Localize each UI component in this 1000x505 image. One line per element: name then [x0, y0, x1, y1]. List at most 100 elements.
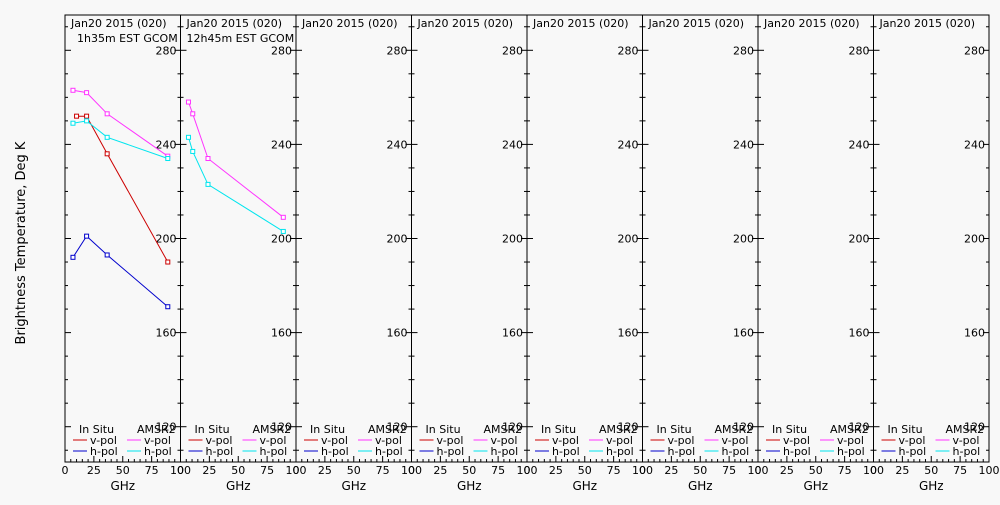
legend-amsr2-label: v-pol: [491, 434, 518, 447]
y-tick-label: 240: [156, 138, 177, 151]
legend-amsr2-label: v-pol: [375, 434, 402, 447]
data-point: [185, 99, 191, 105]
x-tick-label: 0: [524, 464, 531, 477]
y-tick-label: 200: [271, 233, 292, 246]
x-tick-label: 100: [632, 464, 653, 477]
series-line: [76, 115, 169, 263]
legend-insitu-label: h-pol: [437, 445, 465, 458]
y-tick-label: 120: [502, 421, 523, 434]
x-axis-title: GHz: [457, 479, 482, 493]
data-point: [280, 228, 286, 234]
y-tick-label: 280: [156, 44, 177, 57]
y-tick-label: 280: [618, 44, 639, 57]
panel-8: Jan20 2015 (020) 120 160 200 240 280 0 25 50 75 10…: [870, 14, 1000, 493]
data-point: [104, 151, 110, 157]
y-tick-label: 240: [502, 138, 523, 151]
panel-title: Jan20 2015 (020): [763, 17, 860, 30]
x-tick-label: 25: [780, 464, 794, 477]
y-tick-label: 240: [849, 138, 870, 151]
x-tick-label: 75: [607, 464, 621, 477]
y-tick-label: 200: [618, 233, 639, 246]
legend-amsr2-label: v-pol: [837, 434, 864, 447]
y-tick-label: 160: [964, 327, 985, 340]
x-tick-label: 0: [177, 464, 184, 477]
y-tick-label: 120: [849, 421, 870, 434]
y-tick-label: 240: [964, 138, 985, 151]
y-tick-label: 200: [849, 233, 870, 246]
legend-amsr2-label: h-pol: [722, 445, 750, 458]
x-tick-label: 75: [722, 464, 736, 477]
data-point: [165, 304, 171, 310]
y-tick-label: 120: [156, 421, 177, 434]
data-point: [84, 90, 90, 96]
data-point: [84, 233, 90, 239]
legend-amsr2-label: h-pol: [144, 445, 172, 458]
legend-insitu-header: In Situ: [426, 423, 461, 436]
x-tick-label: 75: [838, 464, 852, 477]
legend-amsr2-label: h-pol: [606, 445, 634, 458]
y-tick-label: 120: [387, 421, 408, 434]
x-tick-label: 75: [491, 464, 505, 477]
x-tick-label: 75: [260, 464, 274, 477]
y-tick-label: 120: [618, 421, 639, 434]
legend-insitu-header: In Situ: [657, 423, 692, 436]
panel-1: Jan20 2015 (020) 1h35m EST GCOM 120 160 200 2…: [62, 14, 191, 493]
y-tick-label: 280: [964, 44, 985, 57]
x-tick-label: 25: [664, 464, 678, 477]
legend-amsr2-label: h-pol: [953, 445, 981, 458]
legend-insitu-label: v-pol: [552, 434, 579, 447]
x-axis-title: GHz: [110, 479, 135, 493]
legend-insitu-label: h-pol: [783, 445, 811, 458]
data-point: [185, 134, 191, 140]
x-axis-title: GHz: [341, 479, 366, 493]
data-point: [280, 214, 286, 220]
data-point: [165, 156, 171, 162]
x-tick-label: 0: [755, 464, 762, 477]
y-tick-label: 280: [502, 44, 523, 57]
x-tick-label: 100: [748, 464, 769, 477]
legend-amsr2-label: v-pol: [260, 434, 287, 447]
panel-subtitle: 12h45m EST GCOM: [187, 32, 295, 45]
data-point: [104, 111, 110, 117]
legend-insitu-label: h-pol: [206, 445, 234, 458]
y-tick-label: 240: [733, 138, 754, 151]
x-axis-title: GHz: [803, 479, 828, 493]
y-tick-label: 240: [271, 138, 292, 151]
x-tick-label: 25: [895, 464, 909, 477]
legend-insitu-label: h-pol: [668, 445, 696, 458]
y-tick-label: 200: [733, 233, 754, 246]
x-tick-label: 25: [87, 464, 101, 477]
x-tick-label: 50: [231, 464, 245, 477]
x-tick-label: 50: [578, 464, 592, 477]
x-axis-title: GHz: [919, 479, 944, 493]
x-axis-title: GHz: [226, 479, 251, 493]
x-tick-label: 100: [863, 464, 884, 477]
y-tick-label: 200: [156, 233, 177, 246]
y-tick-label: 160: [849, 327, 870, 340]
legend-amsr2-label: h-pol: [260, 445, 288, 458]
data-point: [104, 134, 110, 140]
y-tick-label: 160: [387, 327, 408, 340]
x-tick-label: 25: [318, 464, 332, 477]
legend-amsr2-header: AMSR2: [830, 423, 869, 436]
x-tick-label: 25: [433, 464, 447, 477]
panel-3: Jan20 2015 (020) 120 160 200 240 280 0 25 50 75 10…: [293, 14, 422, 493]
legend-amsr2-header: AMSR2: [599, 423, 638, 436]
legend-insitu-label: h-pol: [899, 445, 927, 458]
y-tick-label: 160: [502, 327, 523, 340]
data-point: [205, 181, 211, 187]
legend-amsr2-header: AMSR2: [137, 423, 176, 436]
panel-title: Jan20 2015 (020): [301, 17, 398, 30]
x-tick-label: 50: [809, 464, 823, 477]
x-tick-label: 75: [376, 464, 390, 477]
y-tick-label: 120: [733, 421, 754, 434]
legend-insitu-label: v-pol: [437, 434, 464, 447]
y-tick-label: 200: [502, 233, 523, 246]
x-tick-label: 75: [953, 464, 967, 477]
series-line: [72, 89, 169, 157]
y-tick-label: 160: [271, 327, 292, 340]
legend-amsr2-header: AMSR2: [253, 423, 292, 436]
x-tick-label: 100: [979, 464, 1000, 477]
legend-insitu-label: h-pol: [552, 445, 580, 458]
